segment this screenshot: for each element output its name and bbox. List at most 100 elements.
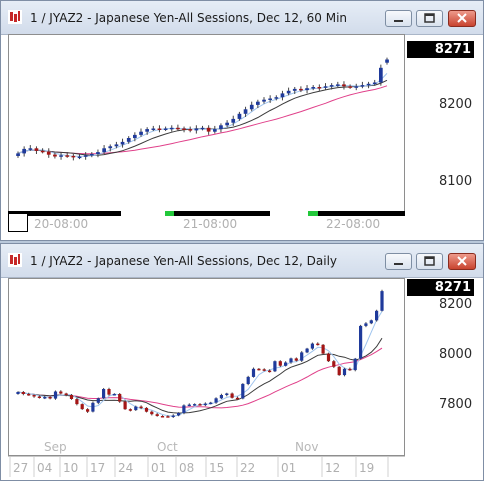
candle <box>144 407 149 413</box>
candle <box>86 408 90 413</box>
candle <box>46 148 51 158</box>
candle <box>96 397 100 405</box>
title-bar[interactable]: 1 / JYAZ2 - Japanese Yen-All Sessions, D… <box>1 1 483 35</box>
ma-slow-line <box>17 85 388 155</box>
candle <box>336 81 340 87</box>
candle <box>284 361 288 367</box>
candle <box>209 401 213 405</box>
candle <box>48 396 52 400</box>
candle <box>43 395 47 400</box>
maximize-button[interactable] <box>416 10 443 27</box>
candle <box>187 403 191 407</box>
candle <box>40 148 45 154</box>
price-plot-area[interactable] <box>8 34 405 214</box>
date-scale[interactable]: 27 04 10 17 24 01 08 15 22 01 12 19 <box>8 456 405 479</box>
time-label: 20-08:00 <box>34 217 89 231</box>
candle <box>194 125 199 134</box>
price-plot-area[interactable] <box>8 278 405 456</box>
candle <box>317 84 322 91</box>
candle <box>321 344 325 355</box>
date-label: 24 <box>118 461 133 475</box>
time-label: 22-08:00 <box>326 217 381 231</box>
last-price-badge: 8271 <box>407 41 474 58</box>
candle <box>256 99 260 109</box>
candle <box>203 402 207 407</box>
candle <box>332 359 336 369</box>
candle <box>379 64 383 86</box>
date-label: 12 <box>325 461 340 475</box>
close-button[interactable] <box>448 10 476 27</box>
candle <box>360 81 365 89</box>
candle <box>21 390 25 396</box>
maximize-button[interactable] <box>416 253 443 270</box>
candle <box>65 152 70 158</box>
candle <box>77 154 82 160</box>
candle <box>182 126 186 133</box>
candle <box>231 115 236 126</box>
candle <box>75 397 79 406</box>
close-button[interactable] <box>448 253 476 270</box>
candle <box>157 125 162 133</box>
time-scale[interactable]: 20-08:00 21-08:00 22-08:00 <box>8 211 405 235</box>
date-label: 04 <box>37 461 52 475</box>
candle <box>323 83 328 90</box>
candle <box>102 387 106 400</box>
date-label: 22 <box>240 461 255 475</box>
minimize-button[interactable] <box>385 253 412 270</box>
candle <box>237 111 242 121</box>
chart-window-daily[interactable]: 1 / JYAZ2 - Japanese Yen-All Sessions, D… <box>0 243 484 481</box>
candle <box>262 368 266 372</box>
candle <box>114 141 119 149</box>
candle <box>249 101 254 112</box>
candle <box>294 357 298 362</box>
candle <box>123 400 127 410</box>
candle <box>278 360 282 368</box>
date-label: 01 <box>281 461 296 475</box>
candle <box>193 403 197 406</box>
y-axis-label: 8200 <box>439 297 473 312</box>
candle <box>337 366 341 376</box>
candle <box>155 412 159 417</box>
candle <box>59 390 63 395</box>
candle <box>359 324 363 360</box>
candle <box>126 136 131 144</box>
minimize-icon <box>394 20 403 22</box>
candle <box>246 375 250 386</box>
candle <box>316 342 320 346</box>
candle <box>366 81 371 89</box>
date-label: 15 <box>209 461 224 475</box>
candle <box>163 126 168 132</box>
candle <box>198 403 202 406</box>
maximize-icon <box>424 256 435 266</box>
y-axis-label: 7800 <box>439 397 473 412</box>
candle <box>176 124 180 131</box>
chart-window-60min[interactable]: 1 / JYAZ2 - Japanese Yen-All Sessions, D… <box>0 0 484 241</box>
candle <box>289 357 293 364</box>
ma-fast-line <box>17 311 383 417</box>
title-bar[interactable]: 1 / JYAZ2 - Japanese Yen-All Sessions, D… <box>1 244 483 278</box>
candle <box>64 392 68 397</box>
candle <box>286 87 291 96</box>
scroll-box[interactable] <box>8 213 28 232</box>
time-label: 21-08:00 <box>183 217 238 231</box>
candle <box>188 126 193 133</box>
candle <box>241 383 245 400</box>
candle <box>305 347 309 354</box>
minimize-button[interactable] <box>385 10 412 27</box>
candle <box>348 84 352 89</box>
candle <box>34 146 39 155</box>
candle <box>177 412 181 417</box>
candle <box>230 392 234 399</box>
window-title: 1 / JYAZ2 - Japanese Yen-All Sessions, D… <box>30 11 348 25</box>
candle <box>342 367 347 377</box>
ma-slow-line <box>17 347 383 409</box>
candle <box>151 125 156 132</box>
candle <box>69 394 74 400</box>
date-label: 27 <box>13 461 28 475</box>
candle <box>326 352 331 362</box>
date-scale-ticks: 27 04 10 17 24 01 08 15 22 01 12 19 <box>9 457 389 477</box>
candle <box>71 154 76 161</box>
candle <box>133 132 137 142</box>
candlestick-chart <box>16 289 384 418</box>
candle <box>372 79 377 86</box>
